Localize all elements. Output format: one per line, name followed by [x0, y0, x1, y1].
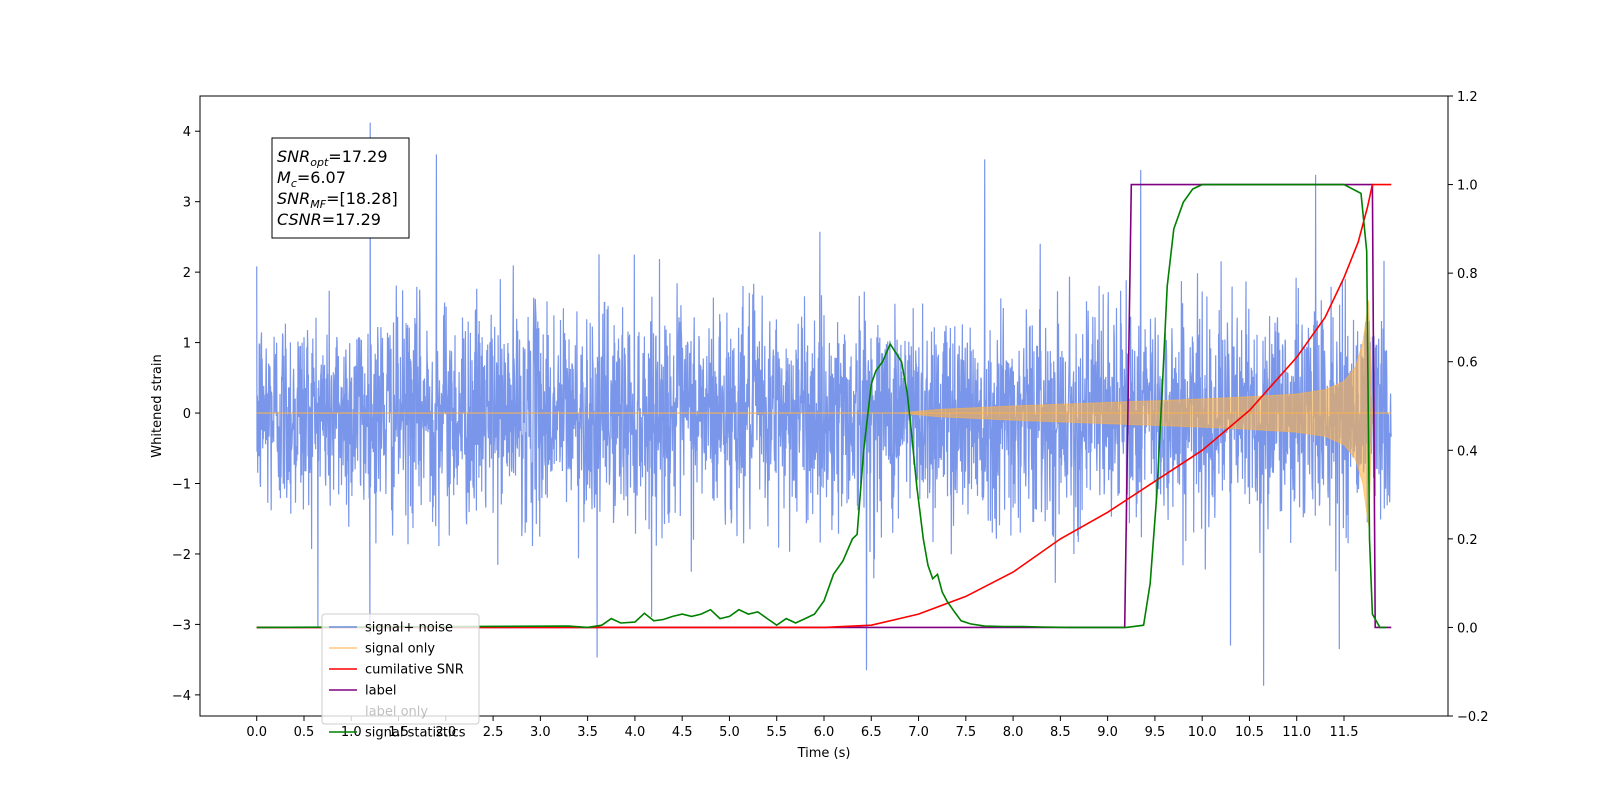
- y-axis-left: 4 3 2 1 0 −1 −2 −3 −4: [172, 125, 200, 704]
- x-tick-label: 4.5: [672, 725, 693, 740]
- x-tick-label: 1.5: [388, 725, 409, 740]
- y-right-tick-label: 0.0: [1457, 621, 1478, 636]
- y-right-tick-label: 1.2: [1457, 90, 1478, 105]
- x-tick-label: 9.0: [1097, 725, 1118, 740]
- legend-label: label only: [365, 705, 428, 720]
- series-signal-plus-noise-line: [256, 122, 1392, 686]
- legend-label: signal only: [365, 642, 435, 657]
- y-right-tick-label: 0.2: [1457, 533, 1478, 548]
- y-left-tick-label: −1: [172, 478, 191, 493]
- x-tick-label: 11.0: [1282, 725, 1311, 740]
- y-left-tick-label: 1: [183, 337, 191, 352]
- x-tick-label: 3.5: [577, 725, 598, 740]
- x-tick-label: 10.5: [1235, 725, 1264, 740]
- y-left-tick-label: 3: [183, 196, 191, 211]
- annotation-line: Mc=6.07: [277, 168, 346, 190]
- x-tick-label: 0.5: [294, 725, 315, 740]
- x-tick-label: 10.0: [1188, 725, 1217, 740]
- legend-frame: [321, 613, 480, 725]
- x-tick-label: 2.0: [435, 725, 456, 740]
- x-tick-label: 7.0: [908, 725, 929, 740]
- x-tick-label: 9.5: [1145, 725, 1166, 740]
- x-axis-label: Time (s): [797, 746, 851, 761]
- y-right-tick-label: −0.2: [1457, 710, 1489, 725]
- annotation-line: SNRMF=[18.28]: [277, 189, 398, 211]
- annotation-line: CSNR=17.29: [277, 210, 381, 229]
- y-axis-right: 1.2 1.0 0.8 0.6 0.4 0.2 0.0 −0.2: [1448, 90, 1489, 725]
- y-left-tick-label: 2: [183, 266, 191, 281]
- x-tick-label: 6.0: [814, 725, 835, 740]
- y-left-tick-label: 0: [183, 407, 191, 422]
- x-tick-label: 11.5: [1330, 725, 1359, 740]
- x-tick-label: 8.0: [1003, 725, 1024, 740]
- y-left-tick-label: −4: [172, 689, 191, 704]
- x-tick-label: 5.0: [719, 725, 740, 740]
- x-tick-label: 3.0: [530, 725, 551, 740]
- legend-label: cumilative SNR: [365, 663, 464, 678]
- legend: signal+ noise signal only cumilative SNR la…: [321, 613, 480, 741]
- plot-area: [256, 122, 1392, 686]
- stats-annotation-box: SNRopt=17.29Mc=6.07SNRMF=[18.28]CSNR=17.…: [271, 137, 410, 239]
- y-right-tick-label: 1.0: [1457, 179, 1478, 194]
- y-right-tick-label: 0.6: [1457, 356, 1478, 371]
- x-tick-label: 7.5: [955, 725, 976, 740]
- y-right-tick-label: 0.8: [1457, 267, 1478, 282]
- legend-label: signal+ noise: [365, 621, 453, 636]
- x-tick-label: 4.0: [625, 725, 646, 740]
- x-tick-label: 8.5: [1050, 725, 1071, 740]
- x-tick-label: 5.5: [766, 725, 787, 740]
- annotation-frame: [271, 137, 410, 239]
- annotation-line: SNRopt=17.29: [277, 147, 388, 169]
- legend-label: signal statistics: [365, 726, 466, 741]
- series-cumulative-snr-line: [256, 183, 1392, 629]
- y-left-tick-label: −3: [172, 618, 191, 633]
- series-signal-statistics-line: [256, 183, 1387, 629]
- y-left-tick-label: 4: [183, 125, 191, 140]
- x-tick-label: 2.5: [483, 725, 504, 740]
- legend-label: label: [365, 684, 396, 699]
- y-left-tick-label: −2: [172, 548, 191, 563]
- x-tick-label: 6.5: [861, 725, 882, 740]
- y-right-tick-label: 0.4: [1457, 444, 1478, 459]
- x-tick-label: 0.0: [246, 725, 267, 740]
- y-axis-label: Whitened strain: [150, 354, 165, 457]
